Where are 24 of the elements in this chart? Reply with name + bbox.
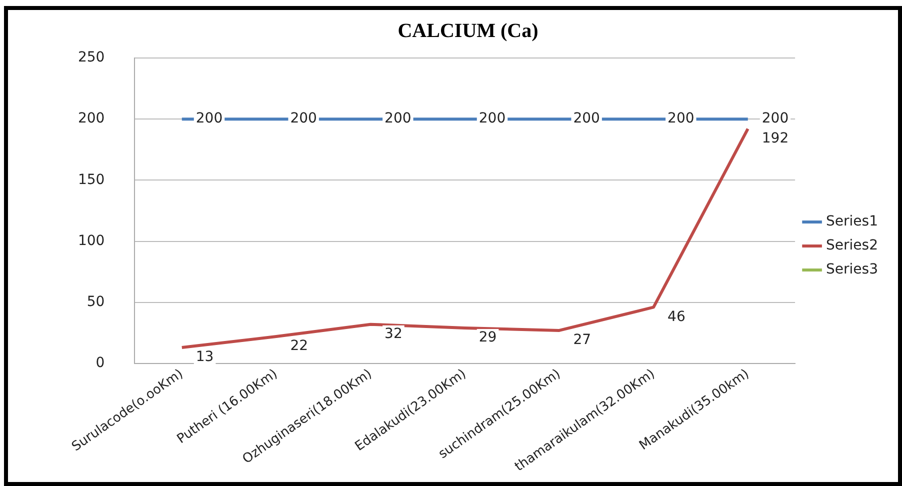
data-label: 46 — [668, 308, 686, 325]
data-label: 200 — [668, 110, 694, 127]
data-label: 22 — [290, 338, 308, 354]
y-tick-label: 100 — [78, 232, 105, 249]
y-tick-label: 50 — [86, 294, 105, 310]
y-tick-label: 200 — [78, 110, 105, 127]
data-label: 200 — [478, 110, 506, 127]
legend-label: Series1 — [826, 214, 878, 230]
legend-label: Series3 — [826, 262, 878, 278]
data-label: 200 — [384, 110, 412, 127]
y-tick-label: 150 — [78, 172, 105, 188]
y-tick-label: 0 — [96, 355, 105, 372]
data-label: 27 — [573, 332, 592, 348]
data-label: 200 — [196, 110, 223, 127]
data-label: 200 — [573, 110, 600, 127]
chart-title: CALCIUM (Ca) — [398, 20, 538, 42]
y-tick-label: 250 — [78, 50, 105, 66]
data-label: 29 — [478, 330, 497, 346]
data-label: 32 — [384, 326, 402, 342]
data-label: 13 — [196, 349, 214, 366]
data-label: 200 — [762, 110, 789, 127]
data-label: 192 — [762, 130, 789, 146]
legend-label: Series2 — [826, 238, 878, 254]
data-label: 200 — [290, 110, 317, 127]
